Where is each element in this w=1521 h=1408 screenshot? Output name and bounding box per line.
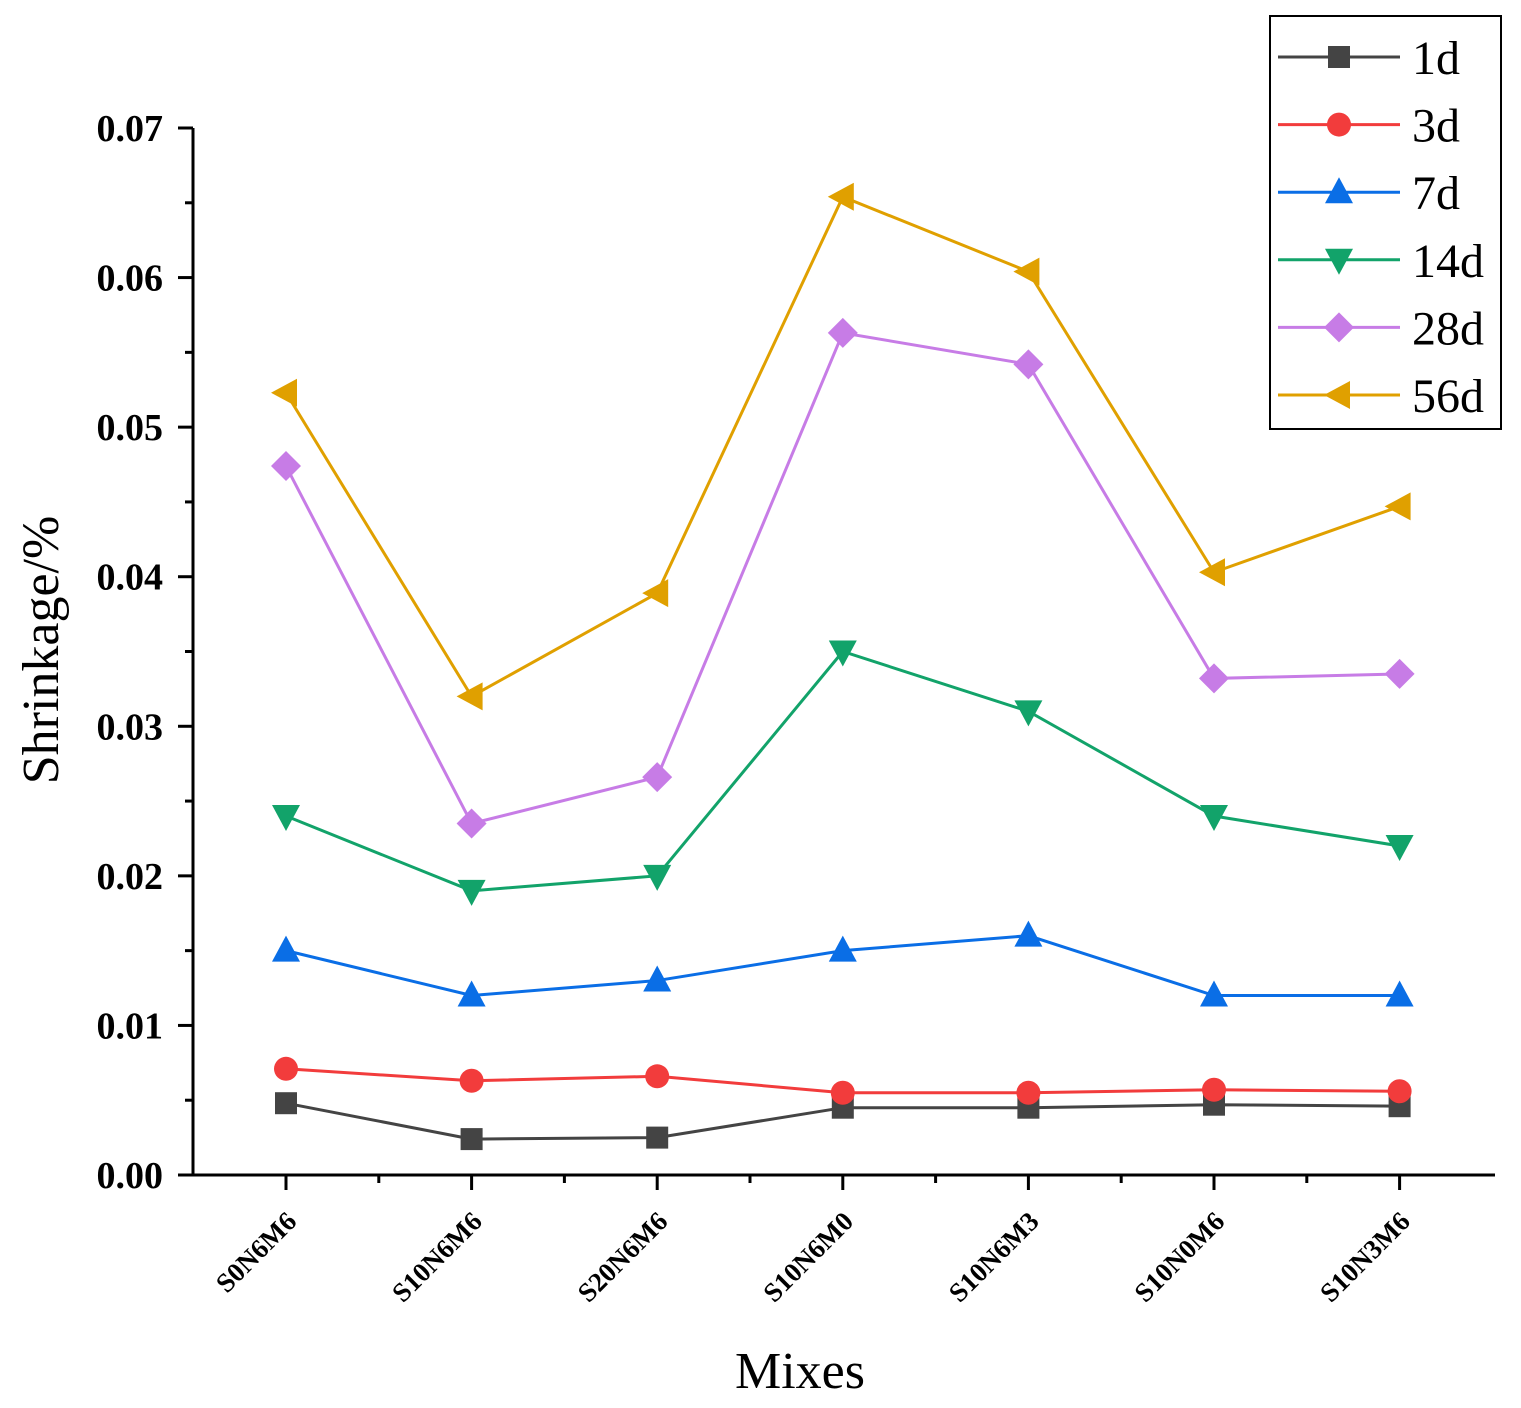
point-28d-S0N6M6	[271, 451, 301, 482]
point-28d-S10N6M0	[827, 317, 858, 348]
x-tick-label: S10N6M3	[943, 1206, 1045, 1308]
legend-marker-14d	[1325, 248, 1353, 275]
y-tick-label: 0.04	[97, 557, 164, 599]
point-1d-S10N6M6	[460, 1128, 483, 1151]
point-7d-S20N6M6	[643, 965, 672, 992]
y-tick-label: 0.00	[97, 1155, 164, 1197]
point-1d-S20N6M6	[646, 1126, 669, 1149]
point-7d-S10N0M6	[1200, 980, 1228, 1007]
point-1d-S0N6M6	[275, 1092, 297, 1115]
series-3d	[274, 1056, 1412, 1105]
y-tick-label: 0.02	[97, 856, 164, 898]
point-7d-S10N6M3	[1014, 920, 1043, 947]
point-14d-S0N6M6	[272, 805, 300, 832]
point-3d-S20N6M6	[645, 1064, 670, 1089]
legend-label-28d: 28d	[1412, 302, 1484, 355]
x-ticks: S0N6M6 S10N6M6 S20N6M6 S10N6M0 S10N6M3 S10N0M…	[210, 1175, 1416, 1308]
point-7d-S10N6M6	[457, 980, 486, 1007]
y-tick-label: 0.01	[97, 1005, 164, 1047]
legend-label-7d: 7d	[1412, 167, 1460, 220]
y-tick-label: 0.06	[97, 258, 164, 300]
point-7d-S0N6M6	[272, 935, 300, 962]
line-14d	[285, 649, 1400, 893]
y-tick-label: 0.07	[97, 108, 164, 150]
point-14d-S10N0M6	[1200, 805, 1228, 832]
x-tick-label: S10N6M0	[757, 1206, 859, 1308]
legend-box	[1269, 15, 1502, 430]
x-tick-label: S20N6M6	[572, 1206, 674, 1308]
point-56d-S10N3M6	[1384, 492, 1411, 521]
point-7d-S10N6M0	[828, 935, 857, 962]
legend-label-3d: 3d	[1412, 100, 1460, 153]
point-3d-S10N6M0	[830, 1080, 855, 1105]
point-28d-S10N3M6	[1384, 658, 1415, 689]
point-14d-S10N6M0	[828, 640, 857, 667]
series-lines	[271, 182, 1415, 1151]
legend-label-14d: 14d	[1412, 235, 1484, 288]
y-ticks: 0.00 0.01 0.02 0.03 0.04 0.05 0.06 0.07	[97, 108, 193, 1197]
point-56d-S10N6M6	[456, 682, 483, 711]
x-tick-label: S10N6M6	[386, 1206, 488, 1308]
point-3d-S10N6M6	[459, 1068, 484, 1093]
point-3d-S10N3M6	[1387, 1079, 1412, 1104]
point-56d-S20N6M6	[642, 579, 669, 608]
y-tick-label: 0.03	[97, 706, 164, 748]
point-56d-S10N6M3	[1013, 257, 1040, 286]
series-7d	[272, 920, 1414, 1007]
legend-marker-7d	[1325, 177, 1353, 204]
series-28d	[271, 317, 1415, 839]
point-28d-S20N6M6	[642, 762, 673, 793]
line-56d	[284, 194, 1401, 699]
point-3d-S10N0M6	[1202, 1077, 1226, 1102]
x-tick-label: S10N0M6	[1128, 1206, 1230, 1308]
point-14d-S20N6M6	[643, 864, 672, 891]
series-56d	[271, 182, 1411, 711]
x-tick-label: S0N6M6	[210, 1206, 302, 1298]
point-7d-S10N3M6	[1385, 980, 1414, 1007]
line-28d	[284, 331, 1400, 826]
legend-marker-28d	[1324, 312, 1354, 343]
series-14d	[272, 640, 1414, 906]
point-14d-S10N6M3	[1014, 700, 1043, 727]
legend-label-1d: 1d	[1412, 32, 1460, 85]
point-28d-S10N6M3	[1013, 349, 1044, 380]
x-axis-title: Mixes	[735, 1343, 865, 1400]
legend-marker-3d	[1327, 112, 1351, 137]
legend-marker-1d	[1328, 46, 1350, 68]
y-tick-label: 0.05	[97, 407, 164, 449]
legend: 1d 3d 7d 14d 28d 56d	[1269, 15, 1502, 430]
legend-marker-56d	[1324, 381, 1350, 409]
point-3d-S0N6M6	[274, 1056, 298, 1081]
legend-label-56d: 56d	[1412, 370, 1484, 423]
point-28d-S10N0M6	[1199, 663, 1229, 694]
point-14d-S10N6M6	[457, 879, 486, 906]
point-56d-S0N6M6	[271, 378, 297, 407]
y-axis-title: Shrinkage/%	[13, 516, 70, 785]
point-14d-S10N3M6	[1385, 834, 1414, 861]
point-56d-S10N0M6	[1199, 558, 1225, 587]
point-28d-S10N6M6	[456, 808, 487, 839]
point-3d-S10N6M3	[1016, 1080, 1041, 1105]
point-56d-S10N6M0	[827, 182, 854, 211]
x-tick-label: S10N3M6	[1314, 1206, 1416, 1308]
